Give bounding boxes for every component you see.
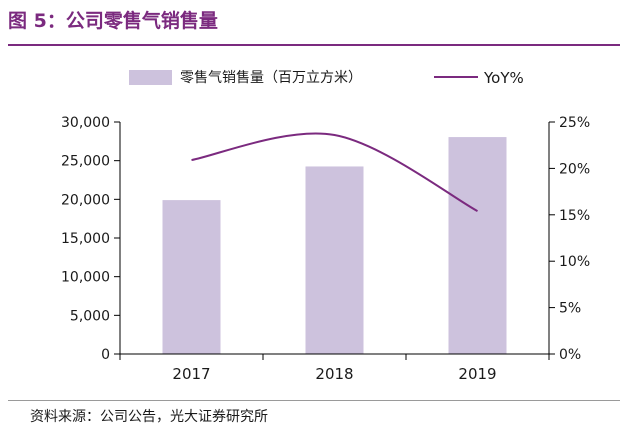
y-right-tick-label: 10% xyxy=(559,254,590,270)
y-right-tick-label: 5% xyxy=(559,301,581,317)
bar-2019 xyxy=(448,137,507,354)
y-left-tick-label: 30,000 xyxy=(61,115,110,131)
legend-bar-label: 零售气销售量（百万立方米） xyxy=(180,70,362,86)
legend-bar-swatch xyxy=(129,70,172,85)
title-rule xyxy=(8,44,620,46)
legend-line-label: YoY% xyxy=(483,69,524,87)
y-axis-left-ticks: 0 5,000 10,000 15,000 20,000 25,000 30,000 xyxy=(61,115,120,363)
legend: 零售气销售量（百万立方米） YoY% xyxy=(129,69,524,87)
bar-2017 xyxy=(162,200,221,354)
yoy-series xyxy=(191,132,478,212)
x-axis-ticks: 2017 2018 2019 xyxy=(119,354,550,383)
combo-chart: 零售气销售量（百万立方米） YoY% 0 5,000 10,000 15,000 20,… xyxy=(61,69,590,383)
y-axis-right-ticks: 0% 5% 10% 15% 20% 25% xyxy=(549,115,590,363)
y-right-tick-label: 25% xyxy=(559,115,590,131)
source-note: 资料来源：公司公告，光大证券研究所 xyxy=(30,409,268,425)
figure-title: 图 5：公司零售气销售量 xyxy=(8,10,218,32)
x-tick-label: 2017 xyxy=(172,365,210,383)
bar-series xyxy=(162,137,507,354)
x-tick-label: 2018 xyxy=(315,365,353,383)
y-left-tick-label: 15,000 xyxy=(61,231,110,247)
y-left-tick-label: 25,000 xyxy=(61,154,110,170)
x-tick-label: 2019 xyxy=(458,365,496,383)
y-left-tick-label: 20,000 xyxy=(61,192,110,208)
y-left-tick-label: 0 xyxy=(101,347,110,363)
source-rule xyxy=(8,400,620,401)
bar-2018 xyxy=(305,166,364,354)
y-left-tick-label: 5,000 xyxy=(70,308,110,324)
y-right-tick-label: 15% xyxy=(559,208,590,224)
y-right-tick-label: 0% xyxy=(559,347,581,363)
y-left-tick-label: 10,000 xyxy=(61,270,110,286)
y-right-tick-label: 20% xyxy=(559,161,590,177)
